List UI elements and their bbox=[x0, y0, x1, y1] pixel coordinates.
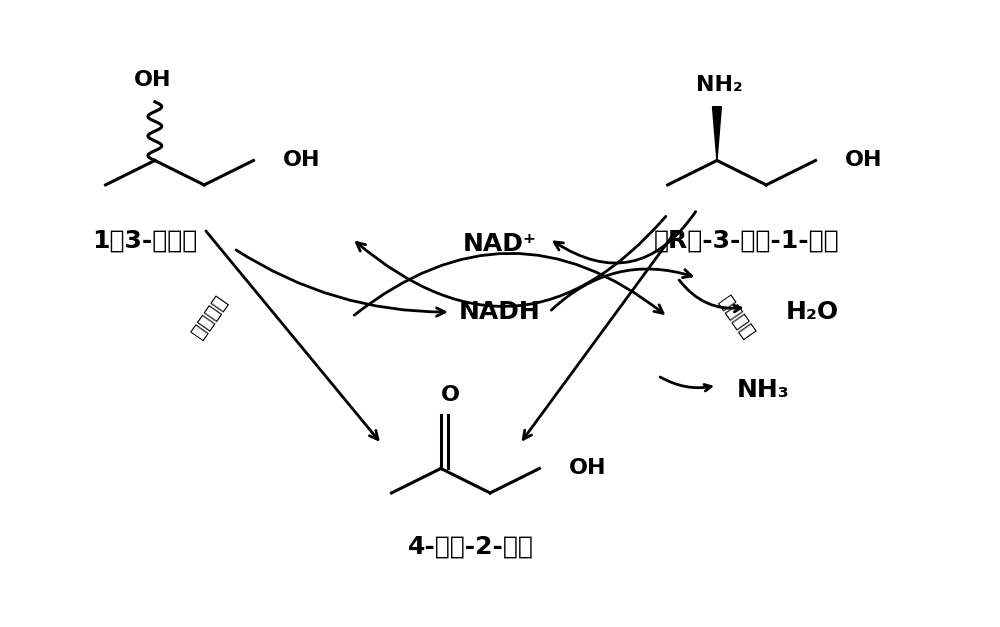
Text: NH₂: NH₂ bbox=[696, 75, 742, 95]
Text: 胺脱氢酶: 胺脱氢酶 bbox=[715, 292, 758, 342]
Text: 4-羟基-2-丁酮: 4-羟基-2-丁酮 bbox=[407, 535, 533, 559]
Text: 醇脱氢酶: 醇脱氢酶 bbox=[188, 292, 230, 342]
Text: OH: OH bbox=[569, 458, 607, 478]
Text: O: O bbox=[441, 385, 460, 405]
Text: OH: OH bbox=[845, 150, 883, 171]
Polygon shape bbox=[713, 107, 721, 161]
Text: H₂O: H₂O bbox=[786, 300, 839, 324]
Text: OH: OH bbox=[134, 70, 172, 90]
Text: （R）-3-氨基-1-丁醇: （R）-3-氨基-1-丁醇 bbox=[654, 229, 839, 253]
Text: NADH: NADH bbox=[459, 300, 541, 324]
Text: NH₃: NH₃ bbox=[737, 378, 789, 403]
Text: 1，3-丁二醇: 1，3-丁二醇 bbox=[92, 229, 198, 253]
Text: NAD⁺: NAD⁺ bbox=[463, 231, 537, 256]
Text: OH: OH bbox=[283, 150, 321, 171]
